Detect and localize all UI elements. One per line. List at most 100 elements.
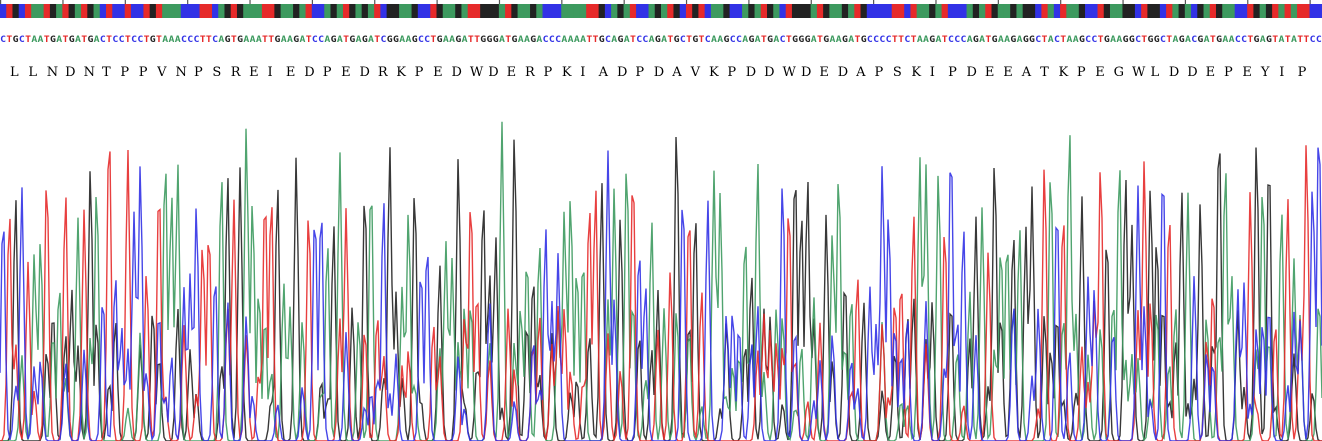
base-call: C: [954, 35, 960, 45]
base-call: C: [318, 35, 324, 45]
quality-segment: [636, 4, 643, 18]
base-call: A: [1004, 35, 1011, 45]
base-call: T: [374, 35, 381, 45]
quality-segment: [648, 4, 656, 18]
amino-acid: P: [875, 65, 884, 80]
quality-segment: [773, 4, 781, 18]
base-call: A: [561, 35, 568, 45]
base-call: A: [299, 35, 306, 45]
quality-segment: [155, 4, 163, 18]
quality-segment: [767, 4, 774, 18]
quality-segment: [661, 4, 668, 18]
quality-segment: [1203, 4, 1211, 18]
base-call: C: [0, 35, 6, 45]
base-call: T: [898, 35, 905, 45]
quality-segment: [1191, 4, 1198, 18]
quality-segment: [1197, 4, 1205, 18]
amino-acid: P: [415, 65, 424, 80]
base-call: T: [200, 35, 207, 45]
base-call: T: [1166, 35, 1173, 45]
base-call: C: [1235, 35, 1241, 45]
base-call: C: [780, 35, 786, 45]
base-call: C: [1241, 35, 1247, 45]
base-call: T: [144, 35, 151, 45]
base-call: C: [873, 35, 879, 45]
quality-segment: [1091, 4, 1099, 18]
amino-acid: E: [249, 65, 259, 80]
quality-segment: [1128, 4, 1136, 18]
base-call: G: [1254, 35, 1260, 45]
amino-acid: E: [1242, 65, 1252, 80]
quality-segment: [467, 4, 475, 18]
position-tick: [997, 0, 999, 4]
amino-acid: E: [985, 65, 995, 80]
base-call: G: [331, 35, 337, 45]
base-call: A: [56, 35, 63, 45]
quality-segment: [1159, 4, 1167, 18]
base-call: A: [1291, 35, 1298, 45]
quality-segment: [318, 4, 325, 18]
quality-segment: [330, 4, 338, 18]
base-call: G: [1179, 35, 1185, 45]
base-call: G: [767, 35, 773, 45]
amino-acid: D: [1169, 65, 1179, 80]
quality-segment: [342, 4, 350, 18]
base-call: T: [667, 35, 674, 45]
base-call: C: [181, 35, 187, 45]
base-call: C: [879, 35, 885, 45]
base-call: T: [817, 35, 824, 45]
quality-segment: [922, 4, 930, 18]
base-call: G: [1010, 35, 1016, 45]
quality-segment: [985, 4, 993, 18]
amino-acid: P: [543, 65, 552, 80]
position-tick: [685, 0, 688, 4]
amino-acid: E: [433, 65, 443, 80]
amino-acid: R: [231, 65, 242, 80]
base-call: T: [125, 35, 132, 45]
quality-segment: [710, 4, 718, 18]
quality-segment: [1109, 4, 1117, 18]
amino-acid: P: [1298, 65, 1307, 80]
base-call: G: [87, 35, 93, 45]
quality-segment: [673, 4, 681, 18]
base-call: G: [792, 35, 798, 45]
quality-segment: [810, 4, 818, 18]
base-call: G: [842, 35, 848, 45]
base-call: A: [31, 35, 38, 45]
amino-acid: S: [212, 65, 221, 80]
base-call: A: [580, 35, 587, 45]
quality-segment: [929, 4, 936, 18]
quality-segment: [417, 4, 425, 18]
quality-segment: [567, 4, 575, 18]
quality-segment: [1253, 4, 1261, 18]
quality-segment: [991, 4, 999, 18]
quality-segment: [1172, 4, 1180, 18]
base-call: A: [162, 35, 169, 45]
base-call: G: [1148, 35, 1154, 45]
quality-segment: [361, 4, 369, 18]
amino-acid: I: [268, 65, 273, 80]
base-call: T: [44, 35, 51, 45]
quality-segment: [1309, 4, 1317, 18]
amino-acid: I: [580, 65, 585, 80]
amino-acid: P: [635, 65, 644, 80]
amino-acid: D: [654, 65, 664, 80]
quality-segment: [829, 4, 837, 18]
quality-segment: [1097, 4, 1105, 18]
quality-segment: [249, 4, 257, 18]
quality-segment: [31, 4, 39, 18]
amino-acid: R: [378, 65, 389, 80]
base-call: T: [63, 35, 70, 45]
quality-segment: [112, 4, 120, 18]
quality-segment: [286, 4, 294, 18]
quality-segment: [498, 4, 506, 18]
base-call: G: [674, 35, 680, 45]
quality-segment: [654, 4, 662, 18]
base-call: T: [1272, 35, 1279, 45]
quality-segment: [848, 4, 855, 18]
quality-segment: [1134, 4, 1142, 18]
quality-segment: [486, 4, 494, 18]
quality-segment: [261, 4, 269, 18]
quality-segment: [960, 4, 968, 18]
position-tick: [810, 0, 812, 4]
